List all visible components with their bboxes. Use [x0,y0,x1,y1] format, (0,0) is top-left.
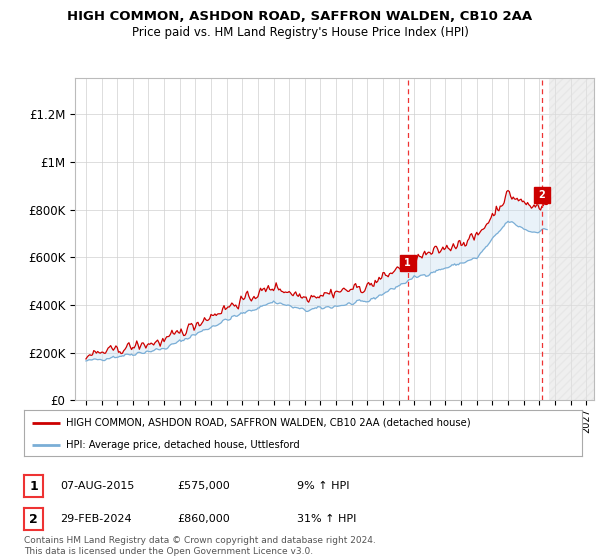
Bar [548,78,600,400]
Text: £575,000: £575,000 [177,481,230,491]
Text: Price paid vs. HM Land Registry's House Price Index (HPI): Price paid vs. HM Land Registry's House … [131,26,469,39]
Text: 29-FEB-2024: 29-FEB-2024 [60,514,131,524]
Text: HIGH COMMON, ASHDON ROAD, SAFFRON WALDEN, CB10 2AA: HIGH COMMON, ASHDON ROAD, SAFFRON WALDEN… [67,10,533,22]
Text: 9% ↑ HPI: 9% ↑ HPI [297,481,349,491]
Text: This data is licensed under the Open Government Licence v3.0.: This data is licensed under the Open Gov… [24,547,313,556]
Text: HPI: Average price, detached house, Uttlesford: HPI: Average price, detached house, Uttl… [66,440,299,450]
Text: 2: 2 [538,190,545,200]
Text: Contains HM Land Registry data © Crown copyright and database right 2024.: Contains HM Land Registry data © Crown c… [24,536,376,545]
Text: 1: 1 [29,479,38,493]
Text: £860,000: £860,000 [177,514,230,524]
Text: HIGH COMMON, ASHDON ROAD, SAFFRON WALDEN, CB10 2AA (detached house): HIGH COMMON, ASHDON ROAD, SAFFRON WALDEN… [66,418,470,428]
Text: 2: 2 [29,512,38,526]
Text: 1: 1 [404,258,411,268]
Text: 07-AUG-2015: 07-AUG-2015 [60,481,134,491]
Text: 31% ↑ HPI: 31% ↑ HPI [297,514,356,524]
